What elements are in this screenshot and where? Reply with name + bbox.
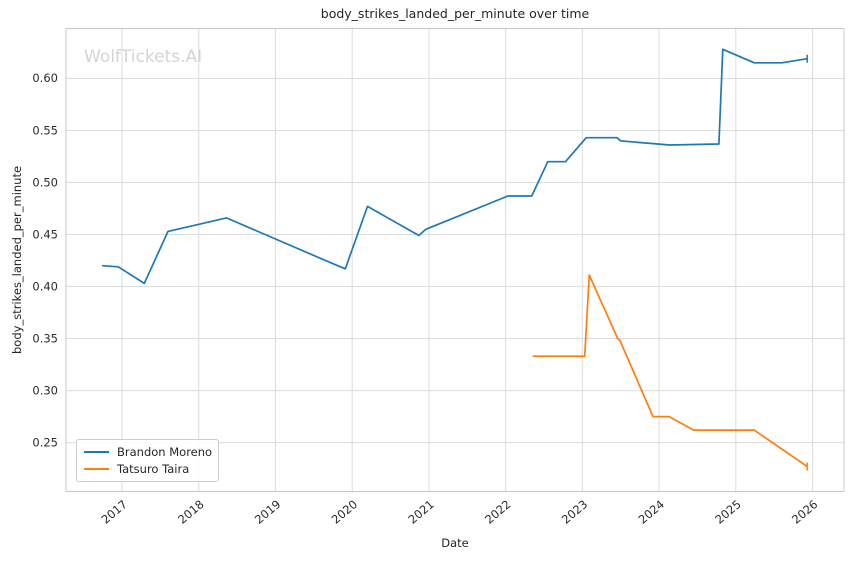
x-axis-label: Date [441,536,469,550]
series-line-tatsuro-taira [532,274,808,468]
legend: Brandon Moreno Tatsuro Taira [76,439,219,482]
legend-item-brandon-moreno: Brandon Moreno [84,445,218,459]
x-tick-label-2025: 2025 [712,497,743,527]
legend-item-tatsuro-taira: Tatsuro Taira [84,462,218,476]
x-tick-label-2022: 2022 [482,497,513,527]
x-tick-label-2021: 2021 [405,497,436,527]
x-tick-label-2020: 2020 [329,497,360,527]
x-tick-label-2018: 2018 [175,497,206,527]
y-tick-label-0.30: 0.30 [32,383,58,397]
x-tick-label-2019: 2019 [252,497,283,527]
chart-title: body_strikes_landed_per_minute over time [320,6,590,21]
y-tick-label-0.45: 0.45 [32,227,58,241]
legend-line-swatch [84,451,109,453]
y-tick-label-0.55: 0.55 [32,123,58,137]
y-tick-label-0.60: 0.60 [32,71,58,85]
watermark: WolfTickets.AI [84,47,203,67]
y-tick-label-0.35: 0.35 [32,331,58,345]
x-tick-label-2024: 2024 [636,497,667,527]
series-line-brandon-moreno [102,48,808,285]
y-tick-label-0.40: 0.40 [32,279,58,293]
y-tick-label-0.25: 0.25 [32,435,58,449]
legend-label: Tatsuro Taira [117,462,190,476]
x-tick-label-2023: 2023 [559,497,590,527]
x-tick-label-2017: 2017 [99,497,130,527]
legend-label: Brandon Moreno [117,445,213,459]
x-tick-label-2026: 2026 [789,497,820,527]
y-axis-label: body_strikes_landed_per_minute [10,165,24,354]
y-tick-label-0.50: 0.50 [32,175,58,189]
plot-border [65,28,845,492]
legend-line-swatch [84,468,109,470]
